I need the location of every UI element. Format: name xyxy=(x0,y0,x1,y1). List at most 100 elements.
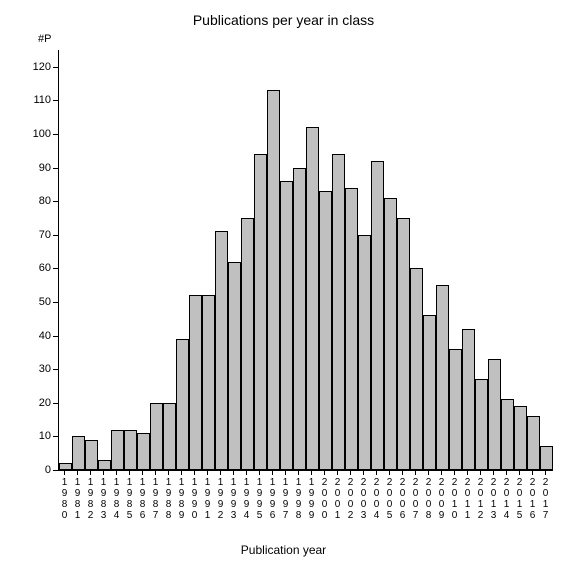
x-tick-label: 2013 xyxy=(491,478,497,522)
x-tick-label: 2015 xyxy=(517,478,523,522)
x-tick-mark xyxy=(181,470,182,475)
bar-slot xyxy=(293,50,306,470)
y-tick xyxy=(53,100,59,101)
x-tick-slot: 2017 xyxy=(539,470,552,522)
x-tick-label: 1982 xyxy=(88,478,94,522)
x-tick-slot: 2010 xyxy=(448,470,461,522)
x-tick-label: 2008 xyxy=(426,478,432,522)
y-tick-label: 60 xyxy=(39,262,51,274)
bar xyxy=(501,399,514,470)
bar-slot xyxy=(280,50,293,470)
bar xyxy=(514,406,527,470)
bar xyxy=(163,403,176,470)
x-tick-mark xyxy=(298,470,299,475)
x-tick-label: 1991 xyxy=(205,478,211,522)
bar-slot xyxy=(501,50,514,470)
x-tick-slot: 1981 xyxy=(71,470,84,522)
bar xyxy=(358,235,371,470)
x-tick-label: 2012 xyxy=(478,478,484,522)
x-tick-label: 1988 xyxy=(166,478,172,522)
x-tick-label: 1998 xyxy=(296,478,302,522)
x-tick-label: 1996 xyxy=(270,478,276,522)
x-tick-mark xyxy=(337,470,338,475)
bar xyxy=(384,198,397,470)
y-tick xyxy=(53,134,59,135)
x-tick-label: 1987 xyxy=(153,478,159,522)
chart-container: Publications per year in class #P 010203… xyxy=(0,0,567,567)
x-tick-mark xyxy=(259,470,260,475)
x-tick-mark xyxy=(363,470,364,475)
x-tick-slot: 2011 xyxy=(461,470,474,522)
x-tick-mark xyxy=(77,470,78,475)
bar-slot xyxy=(358,50,371,470)
x-tick-mark xyxy=(376,470,377,475)
x-tick-mark xyxy=(402,470,403,475)
y-tick xyxy=(53,67,59,68)
x-tick-label: 2007 xyxy=(413,478,419,522)
bar xyxy=(488,359,501,470)
x-tick-label: 2003 xyxy=(361,478,367,522)
bar xyxy=(215,231,228,470)
x-tick-mark xyxy=(194,470,195,475)
x-tick-slot: 1990 xyxy=(188,470,201,522)
x-tick-slot: 2008 xyxy=(422,470,435,522)
x-tick-slot: 2015 xyxy=(513,470,526,522)
chart-title: Publications per year in class xyxy=(0,12,567,28)
bar xyxy=(111,430,124,470)
bar-slot xyxy=(267,50,280,470)
x-tick-label: 1993 xyxy=(231,478,237,522)
bar xyxy=(85,440,98,470)
x-tick-slot: 2000 xyxy=(318,470,331,522)
bar-slot xyxy=(137,50,150,470)
bar-slot xyxy=(332,50,345,470)
x-tick-mark xyxy=(454,470,455,475)
x-tick-slot: 2014 xyxy=(500,470,513,522)
y-tick-label: 10 xyxy=(39,430,51,442)
y-tick-label: 110 xyxy=(33,94,51,106)
x-tick-slot: 1985 xyxy=(123,470,136,522)
bar xyxy=(410,268,423,470)
x-tick-label: 1990 xyxy=(192,478,198,522)
x-tick-slot: 2005 xyxy=(383,470,396,522)
x-tick-label: 2014 xyxy=(504,478,510,522)
x-tick-label: 1999 xyxy=(309,478,315,522)
x-tick-mark xyxy=(168,470,169,475)
x-ticks-group: 1980198119821983198419851986198719881989… xyxy=(58,470,552,522)
x-tick-label: 1995 xyxy=(257,478,263,522)
x-tick-mark xyxy=(519,470,520,475)
bar-slot xyxy=(514,50,527,470)
x-tick-label: 2009 xyxy=(439,478,445,522)
x-tick-slot: 1987 xyxy=(149,470,162,522)
y-tick xyxy=(53,268,59,269)
x-tick-slot: 2003 xyxy=(357,470,370,522)
bar xyxy=(176,339,189,470)
x-tick-slot: 2012 xyxy=(474,470,487,522)
bar-slot xyxy=(228,50,241,470)
y-tick xyxy=(53,235,59,236)
bar-slot xyxy=(59,50,72,470)
x-tick-mark xyxy=(480,470,481,475)
x-tick-label: 1980 xyxy=(62,478,68,522)
x-tick-slot: 1983 xyxy=(97,470,110,522)
bar xyxy=(345,188,358,470)
x-tick-mark xyxy=(129,470,130,475)
bar xyxy=(124,430,137,470)
x-tick-mark xyxy=(220,470,221,475)
bar xyxy=(267,90,280,470)
x-tick-label: 2016 xyxy=(530,478,536,522)
bar xyxy=(319,191,332,470)
y-tick-label: 100 xyxy=(33,128,51,140)
bar-slot xyxy=(410,50,423,470)
x-tick-label: 1984 xyxy=(114,478,120,522)
bar xyxy=(423,315,436,470)
bar-slot xyxy=(319,50,332,470)
x-tick-label: 1989 xyxy=(179,478,185,522)
x-tick-mark xyxy=(103,470,104,475)
bar-slot xyxy=(215,50,228,470)
bar xyxy=(293,168,306,470)
y-tick xyxy=(53,436,59,437)
x-tick-mark xyxy=(506,470,507,475)
y-tick xyxy=(53,302,59,303)
x-tick-label: 2002 xyxy=(348,478,354,522)
y-tick xyxy=(53,168,59,169)
